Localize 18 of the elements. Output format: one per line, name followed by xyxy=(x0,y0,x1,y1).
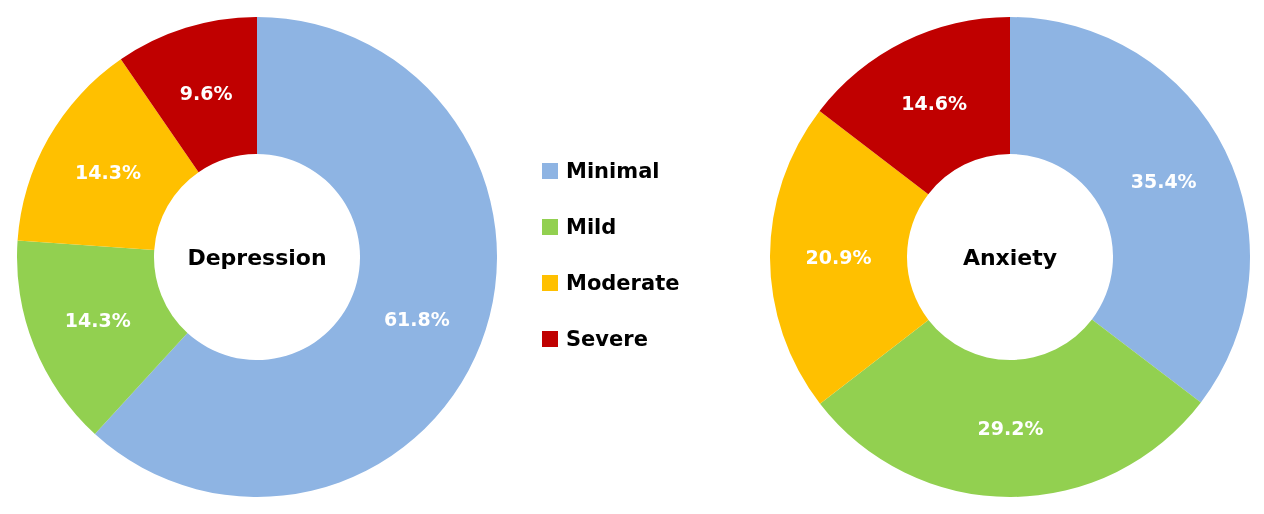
data-label: 20.9% xyxy=(805,245,872,268)
data-label: 61.8% xyxy=(383,307,450,330)
data-label: 35.4% xyxy=(1130,169,1197,192)
donut-slice xyxy=(770,110,929,404)
legend-label: Mild xyxy=(566,215,617,240)
data-label: 14.3% xyxy=(64,309,131,332)
legend-label: Minimal xyxy=(566,159,660,184)
data-label: 29.2% xyxy=(977,417,1044,440)
donut-slice xyxy=(819,17,1010,195)
legend-label: Severe xyxy=(566,327,648,352)
legend-label: Moderate xyxy=(566,271,680,296)
donut-slice xyxy=(17,240,188,434)
data-label: 14.6% xyxy=(901,91,968,114)
data-label: 14.3% xyxy=(75,160,141,183)
text: Anxiety xyxy=(962,244,1058,270)
text: Depression xyxy=(187,244,327,270)
donut-slice xyxy=(820,319,1201,497)
data-label: 9.6% xyxy=(179,81,233,104)
